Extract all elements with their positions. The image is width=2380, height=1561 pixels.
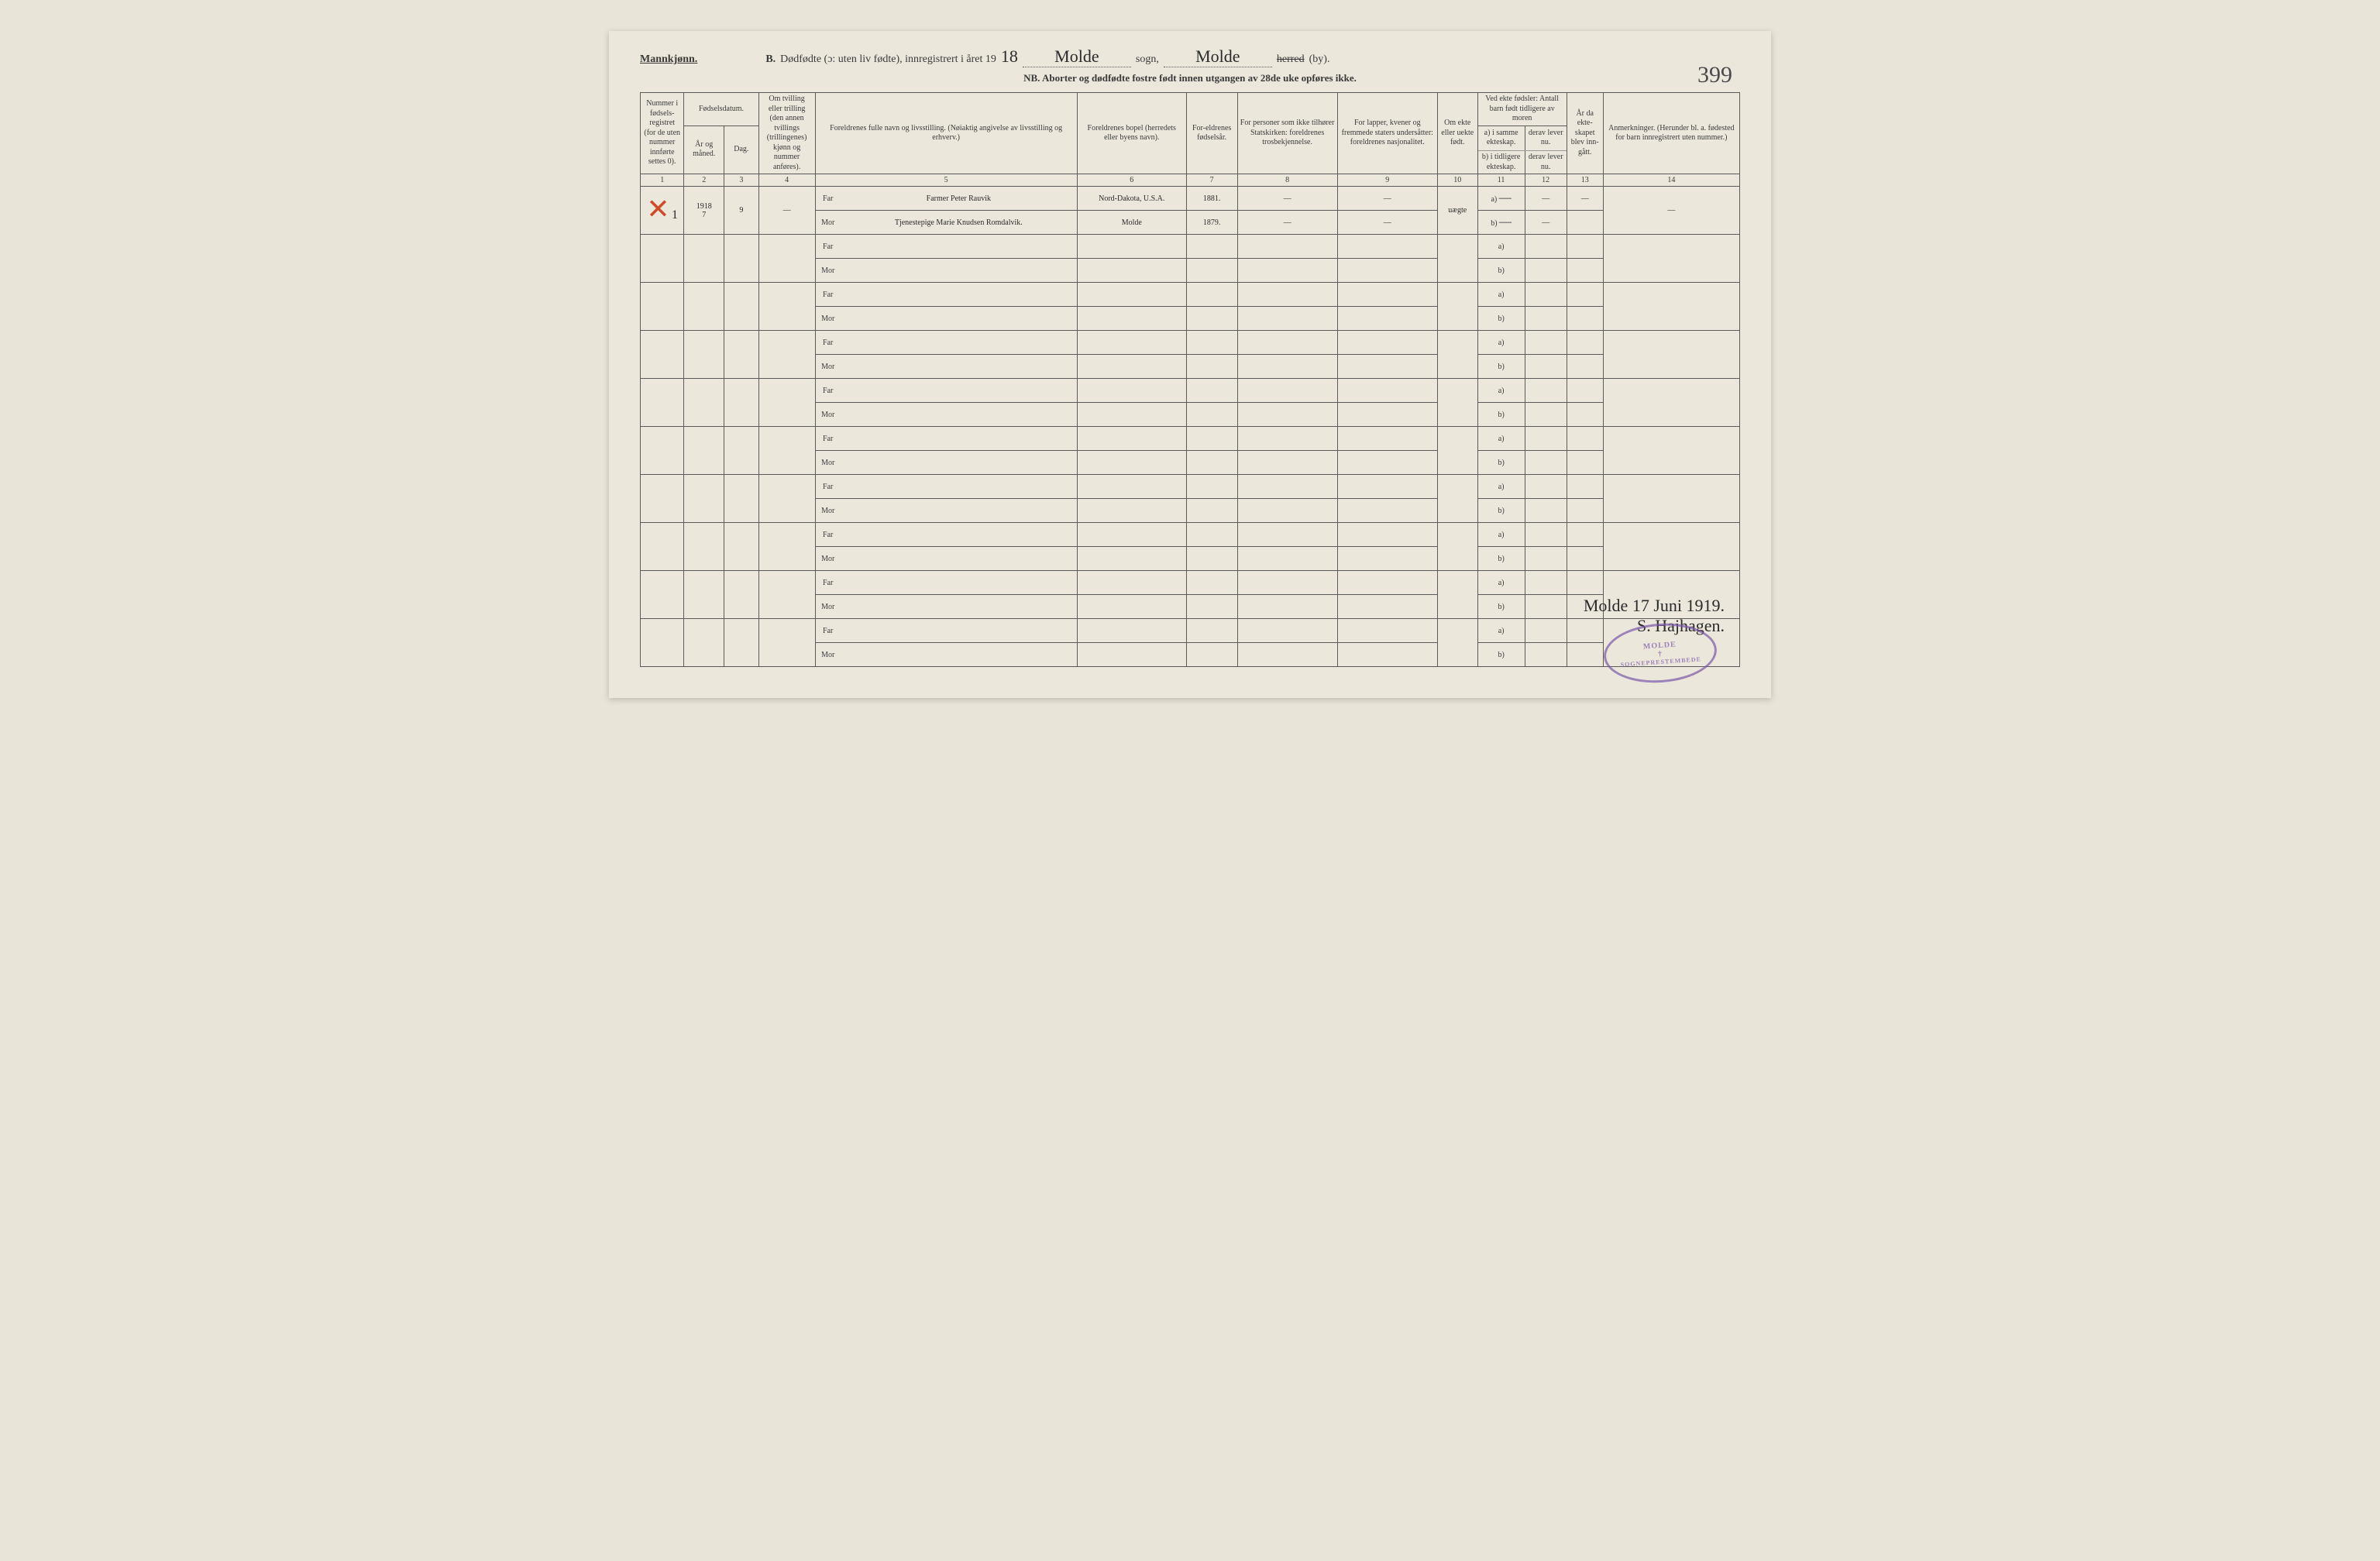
entry-c12-b: — (1525, 211, 1567, 235)
table-head: Nummer i fødsels-registret (for de uten … (641, 93, 1740, 187)
entry-c13-b (1567, 211, 1603, 235)
colnum-14: 14 (1603, 174, 1739, 187)
register-table: Nummer i fødsels-registret (for de uten … (640, 92, 1740, 667)
red-x-mark: ✕ (646, 193, 669, 225)
col-10-head: Om ekte eller uekte født. (1437, 93, 1477, 174)
col-9-head: For lapper, kvener og fremmede staters u… (1337, 93, 1437, 174)
empty-row: Far a) (641, 427, 1740, 451)
colnum-11: 11 (1477, 174, 1525, 187)
stamp-cross: † (1658, 649, 1663, 658)
col-5-head: Foreldrenes fulle navn og livsstilling. … (815, 93, 1077, 174)
col-14-head: Anmerkninger. (Herunder bl. a. fødested … (1603, 93, 1739, 174)
empty-row: Far a) (641, 235, 1740, 259)
empty-row: Far a) (641, 331, 1740, 355)
entry-c9-b: — (1337, 211, 1437, 235)
entry-num-val: 1 (672, 208, 678, 222)
entry-twin: — (758, 187, 815, 235)
place-date: Molde 17 Juni 1919. (1584, 596, 1725, 616)
colnum-5: 5 (815, 174, 1077, 187)
colnum-6: 6 (1077, 174, 1186, 187)
colnum-2: 2 (684, 174, 724, 187)
colnum-9: 9 (1337, 174, 1437, 187)
colnum-8: 8 (1237, 174, 1337, 187)
column-numbers: 1 2 3 4 5 6 7 8 9 10 11 12 13 14 (641, 174, 1740, 187)
gender-label: Mannkjønn. (640, 53, 697, 66)
page-number: 399 (1697, 62, 1732, 88)
entry-year-month: 1918 7 (684, 187, 724, 235)
table-body: ✕ 1 1918 7 9 — Far Farmer Peter Rauvik N… (641, 187, 1740, 667)
register-page: 399 Mannkjønn. B. Dødfødte (ɔ: uten liv … (609, 31, 1771, 698)
far-year: 1881. (1186, 187, 1237, 211)
far-bopel: Nord-Dakota, U.S.A. (1077, 187, 1186, 211)
col-12b-head: derav lever nu. (1525, 151, 1567, 174)
mor-name: Tjenestepige Marie Knudsen Romdalvik. (841, 211, 1077, 235)
col-7-head: For-eldrenes fødselsår. (1186, 93, 1237, 174)
col-11b-head: b) i tidligere ekteskap. (1477, 151, 1525, 174)
col-12a-head: derav lever nu. (1525, 125, 1567, 151)
header-row: Mannkjønn. B. Dødfødte (ɔ: uten liv født… (640, 46, 1740, 67)
entry-row-far: ✕ 1 1918 7 9 — Far Farmer Peter Rauvik N… (641, 187, 1740, 211)
colnum-4: 4 (758, 174, 815, 187)
mor-bopel: Molde (1077, 211, 1186, 235)
sogn-value: Molde (1023, 46, 1131, 67)
entry-c8-a: — (1237, 187, 1337, 211)
colnum-1: 1 (641, 174, 684, 187)
col-2-head: År og måned. (684, 125, 724, 174)
empty-row: Far a) (641, 571, 1740, 595)
colnum-10: 10 (1437, 174, 1477, 187)
subtitle: NB. Aborter og dødfødte fostre født inne… (640, 72, 1740, 84)
title-line: B. Dødfødte (ɔ: uten liv fødte), innregi… (765, 46, 1740, 67)
title-prefix: Dødfødte (ɔ: uten liv fødte), innregistr… (780, 53, 996, 66)
empty-row: Far a) (641, 475, 1740, 499)
entry-year: 1918 (686, 202, 721, 211)
mor-label: Mor (815, 211, 841, 235)
far-name: Farmer Peter Rauvik (841, 187, 1077, 211)
col-4-head: Om tvilling eller trilling (den annen tv… (758, 93, 815, 174)
herred-value: Molde (1164, 46, 1272, 67)
entry-c11-b: b) — (1477, 211, 1525, 235)
empty-row: Far a) (641, 523, 1740, 547)
entry-num: ✕ 1 (641, 187, 684, 235)
herred-by: (by). (1309, 53, 1330, 66)
title-year: 18 (1001, 46, 1018, 67)
far-label: Far (815, 187, 841, 211)
entry-c12-a: — (1525, 187, 1567, 211)
entry-c8-b: — (1237, 211, 1337, 235)
herred-struck: herred (1277, 53, 1305, 66)
section-letter: B. (765, 53, 776, 66)
col-11-group: Ved ekte fødsler: Antall barn født tidli… (1477, 93, 1567, 126)
colnum-7: 7 (1186, 174, 1237, 187)
entry-c13-a: — (1567, 187, 1603, 211)
colnum-12: 12 (1525, 174, 1567, 187)
mor-year: 1879. (1186, 211, 1237, 235)
empty-row: Far a) (641, 379, 1740, 403)
col-11a-head: a) i samme ekteskap. (1477, 125, 1525, 151)
col-8-head: For personer som ikke tilhører Statskirk… (1237, 93, 1337, 174)
entry-c9-a: — (1337, 187, 1437, 211)
entry-month: 7 (686, 211, 721, 219)
entry-day: 9 (724, 187, 759, 235)
colnum-13: 13 (1567, 174, 1603, 187)
entry-c11-a: a) — (1477, 187, 1525, 211)
colnum-3: 3 (724, 174, 759, 187)
sogn-label: sogn, (1136, 53, 1159, 66)
col-1-head: Nummer i fødsels-registret (for de uten … (641, 93, 684, 174)
entry-c10: uægte (1437, 187, 1477, 235)
col-13-head: År da ekte-skapet blev inn-gått. (1567, 93, 1603, 174)
entry-c14: — (1603, 187, 1739, 235)
col-3-head: Dag. (724, 125, 759, 174)
empty-row: Far a) (641, 619, 1740, 643)
col-6-head: Foreldrenes bopel (herredets eller byens… (1077, 93, 1186, 174)
col-2-group: Fødselsdatum. (684, 93, 758, 126)
empty-row: Far a) (641, 283, 1740, 307)
